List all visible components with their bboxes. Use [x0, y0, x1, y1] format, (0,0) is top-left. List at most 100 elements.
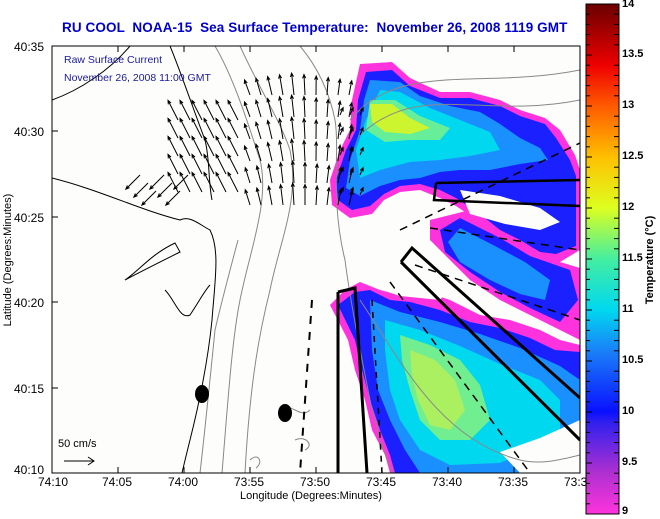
current-vector-arrow: [267, 185, 273, 206]
current-vector-arrow: [124, 174, 141, 191]
colorbar-ticks: [586, 3, 619, 515]
current-vector-arrow: [290, 181, 295, 206]
current-vector-arrow: [339, 106, 344, 116]
current-overlay-time: November 26, 2008 11:00 GMT: [64, 72, 211, 84]
box-south: [336, 286, 369, 473]
current-vector-arrow: [243, 78, 251, 96]
current-vector-arrow: [359, 106, 364, 116]
current-vector-arrow: [339, 186, 344, 196]
current-vector-arrow: [302, 183, 308, 205]
current-vector-arrow: [191, 171, 203, 193]
axis-ticks: [52, 45, 515, 473]
current-vector-arrow: [203, 153, 215, 175]
current-vector-arrow: [255, 164, 262, 184]
current-vector-arrow: [179, 135, 191, 157]
current-vector-arrow: [179, 171, 191, 193]
current-vector-arrow: [203, 171, 215, 193]
colorbar-tick-label: 10.5: [622, 354, 644, 366]
current-vector-arrow: [244, 166, 251, 184]
station-marker[interactable]: [195, 385, 209, 403]
current-vector-arrow: [359, 166, 364, 176]
current-vector-arrow: [191, 117, 203, 139]
current-vector-arrow: [314, 74, 319, 96]
current-vector-arrow: [302, 161, 308, 183]
y-tick: 40:30: [14, 125, 45, 139]
colorbar-tick-label: 13.5: [622, 48, 644, 60]
current-vector-arrow: [290, 159, 295, 184]
station-marker[interactable]: [278, 404, 292, 422]
current-vector-arrow: [314, 96, 319, 118]
current-vector-arrow: [266, 97, 273, 118]
dashed-line-5: [299, 299, 313, 473]
current-vector-arrow: [326, 164, 331, 184]
current-vector-arrow: [359, 126, 364, 136]
y-tick: 40:15: [14, 382, 45, 396]
dashed-line-2: [429, 227, 580, 251]
colorbar-tick-label: 12.5: [622, 150, 644, 162]
current-overlay-label: Raw Surface Current: [64, 54, 163, 66]
current-vector-arrow: [203, 135, 215, 157]
current-vector-arrow: [349, 146, 354, 156]
x-tick: 73:45: [366, 475, 397, 489]
dashed-line-3: [414, 264, 580, 321]
current-vector-arrow: [289, 93, 295, 118]
current-vector-arrow: [302, 95, 307, 118]
current-vector-arrow: [349, 106, 354, 116]
current-vector-arrow: [289, 71, 295, 96]
current-vector-arrow: [337, 99, 342, 118]
current-vector-arrow: [359, 186, 364, 196]
dashed-line-1: [399, 142, 580, 231]
current-vector-arrow: [132, 182, 149, 199]
current-vector-arrow: [348, 123, 354, 140]
colorbar-tick-label: 13: [622, 99, 635, 111]
current-vector-arrow: [278, 73, 284, 96]
current-vector-arrow: [314, 184, 319, 206]
current-vector-arrow: [302, 73, 307, 96]
current-vector-arrow: [227, 171, 239, 193]
current-vector-arrow: [215, 117, 227, 139]
current-vector-arrow: [255, 77, 262, 96]
current-vector-arrow: [302, 117, 307, 140]
current-vector-arrow: [167, 99, 179, 121]
dashed-line-6: [371, 299, 383, 473]
current-vector-arrow: [349, 186, 354, 196]
current-vector-arrow: [278, 117, 284, 140]
current-vector-arrow: [314, 118, 319, 140]
map-title: RU COOL NOAA-15 Sea Surface Temperature:…: [62, 20, 568, 35]
x-tick: 73:40: [432, 475, 463, 489]
current-vector-arrow: [191, 153, 203, 175]
current-vector-arrow: [314, 162, 319, 184]
colorbar-tick-label: 14: [622, 0, 635, 10]
current-vector-arrow: [167, 117, 179, 139]
current-vector-arrow: [167, 135, 179, 157]
sst-field: [330, 62, 580, 473]
y-tick: 40:10: [14, 463, 45, 477]
colorbar-tick-label: 10: [622, 405, 635, 417]
current-vector-arrow: [140, 190, 157, 207]
current-vector-arrow: [278, 95, 284, 118]
current-vector-arrow: [172, 174, 189, 191]
current-vector-arrow: [255, 99, 262, 118]
colorbar-label: Temperature (°C): [644, 215, 656, 305]
current-vector-arrow: [267, 163, 273, 184]
x-tick: 74:05: [102, 475, 133, 489]
current-vector-arrow: [179, 117, 191, 139]
current-vector-arrow: [337, 143, 342, 162]
current-vector-arrow: [255, 143, 262, 162]
current-vector-arrow: [167, 171, 179, 193]
current-vector-arrow: [243, 144, 251, 162]
current-vector-arrow: [203, 117, 215, 139]
current-vector-arrow: [278, 161, 284, 184]
x-tick: 73:50: [300, 475, 331, 489]
current-vector-arrow: [215, 99, 227, 121]
current-vector-arrow: [266, 75, 273, 96]
colorbar-tick-label: 9: [622, 505, 629, 517]
current-vector-arrow: [325, 120, 330, 140]
current-vector-arrow: [227, 153, 239, 175]
current-vector-arrow: [359, 146, 364, 156]
x-tick: 73:35: [498, 475, 529, 489]
current-vector-arrow: [349, 126, 354, 136]
current-vector-arrow: [289, 137, 295, 162]
current-vector-arrow: [278, 183, 284, 206]
